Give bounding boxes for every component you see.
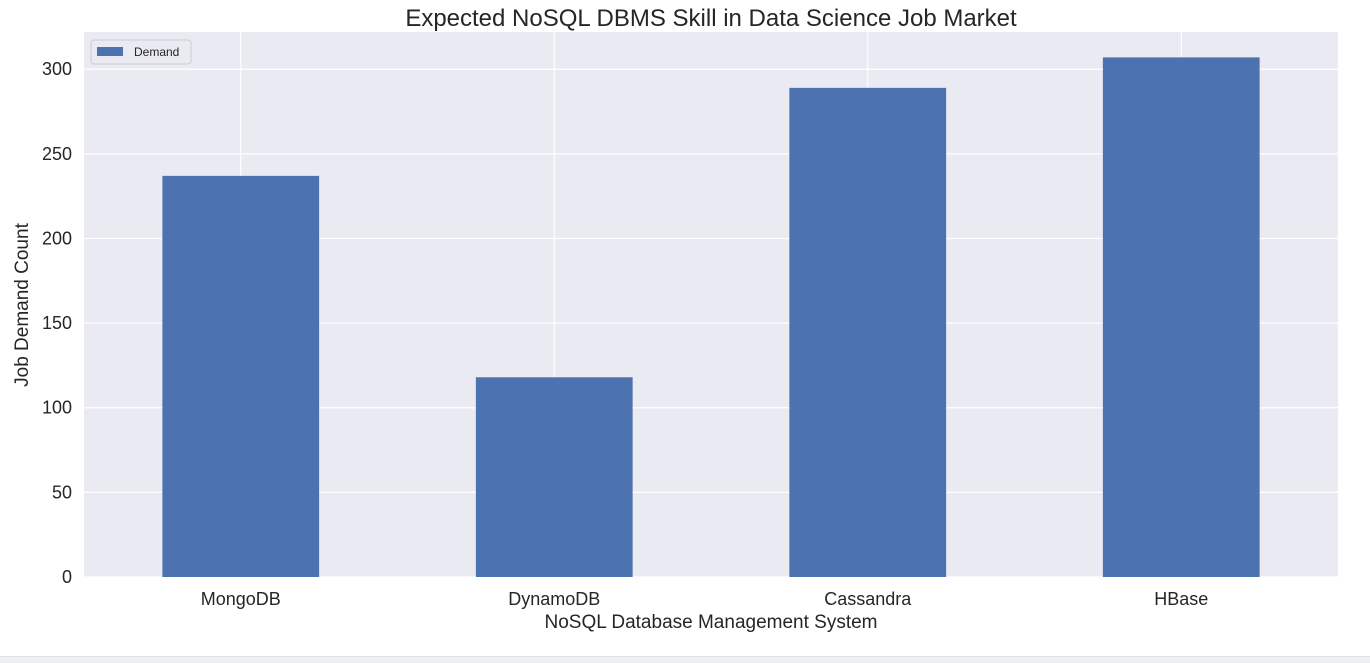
bar-dynamodb: [475, 377, 633, 577]
bar-cassandra: [789, 87, 947, 577]
legend-box: [90, 39, 192, 65]
y-tick-label: 50: [52, 482, 72, 502]
y-axis-label: Job Demand Count: [12, 222, 33, 386]
y-tick-labels: 0 50 100 150 200 250 300: [42, 59, 72, 587]
y-tick-label: 200: [42, 228, 72, 248]
x-tick-label: MongoDB: [201, 589, 281, 609]
x-tick-label: Cassandra: [824, 589, 912, 609]
y-tick-label: 100: [42, 398, 72, 418]
bar-mongodb: [162, 175, 320, 577]
x-tick-label: HBase: [1154, 589, 1208, 609]
x-tick-labels: MongoDB DynamoDB Cassandra HBase: [201, 589, 1209, 609]
chart-title: Expected NoSQL DBMS Skill in Data Scienc…: [405, 5, 1017, 32]
bar-hbase: [1102, 57, 1260, 578]
x-axis-label: NoSQL Database Management System: [544, 612, 877, 633]
y-tick-label: 300: [42, 59, 72, 79]
legend-swatch: [97, 47, 123, 56]
legend-label: Demand: [134, 45, 179, 59]
y-tick-label: 150: [42, 313, 72, 333]
legend: Demand: [90, 39, 192, 65]
x-tick-label: DynamoDB: [508, 589, 600, 609]
y-tick-label: 0: [62, 567, 72, 587]
bottom-strip: [0, 656, 1370, 663]
y-tick-label: 250: [42, 144, 72, 164]
bars: [162, 57, 1260, 578]
